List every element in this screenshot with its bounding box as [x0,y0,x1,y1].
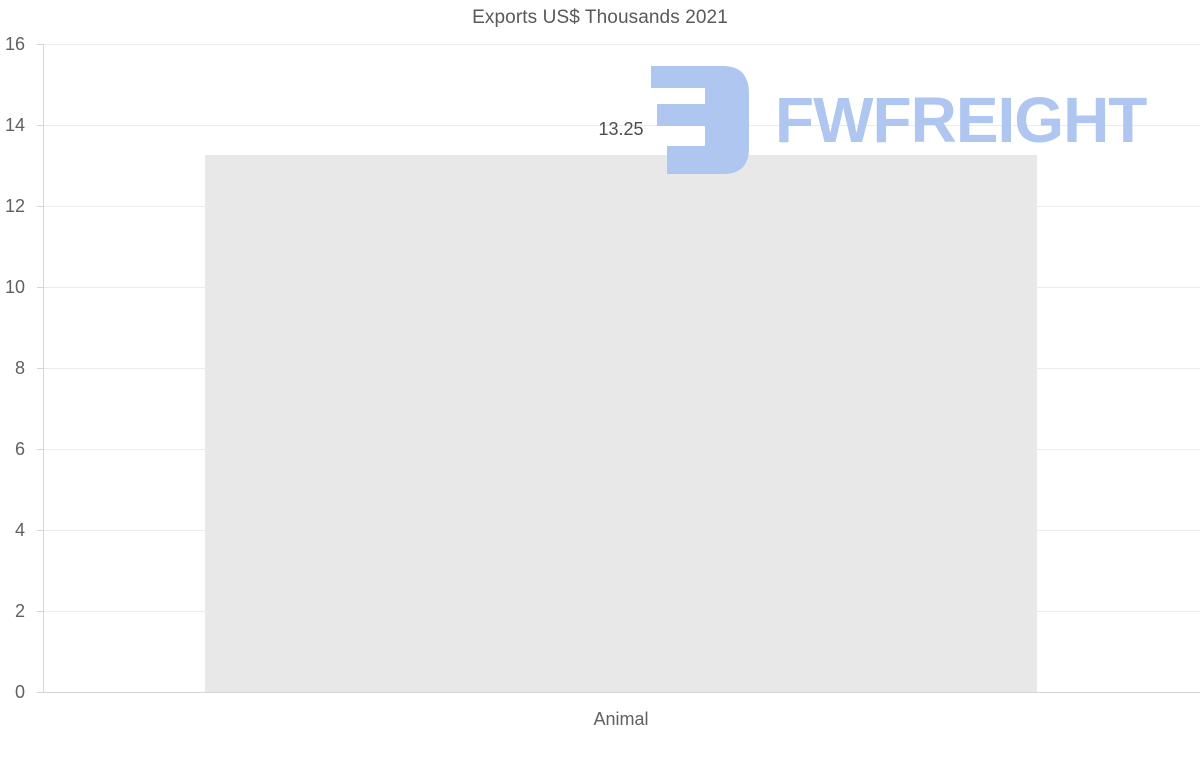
y-tick-mark-12 [37,206,43,207]
bar-animal[interactable] [205,155,1037,692]
y-tick-label-16: 16 [4,34,25,54]
gridline-0 [43,692,1200,693]
y-tick-label-0: 0 [14,682,25,702]
y-tick-mark-8 [37,368,43,369]
gridline-14 [43,125,1200,126]
y-tick-label-12: 12 [4,196,25,216]
y-tick-label-4: 4 [14,520,25,540]
y-tick-mark-0 [37,692,43,693]
y-tick-mark-6 [37,449,43,450]
chart-title: Exports US$ Thousands 2021 [472,7,728,28]
y-tick-mark-4 [37,530,43,531]
y-tick-label-6: 6 [14,439,25,459]
plot-area [43,44,1200,693]
y-tick-label-8: 8 [14,358,25,378]
y-tick-label-2: 2 [14,601,25,621]
y-tick-label-14: 14 [4,115,25,135]
y-tick-mark-10 [37,287,43,288]
y-axis-line [43,44,44,693]
x-tick-label-animal: Animal [593,709,649,729]
y-tick-label-10: 10 [4,277,25,297]
gridline-16 [43,44,1200,45]
y-tick-mark-2 [37,611,43,612]
y-tick-mark-14 [37,125,43,126]
y-tick-mark-16 [37,44,43,45]
bar-value-label-animal: 13.25 [598,119,644,139]
